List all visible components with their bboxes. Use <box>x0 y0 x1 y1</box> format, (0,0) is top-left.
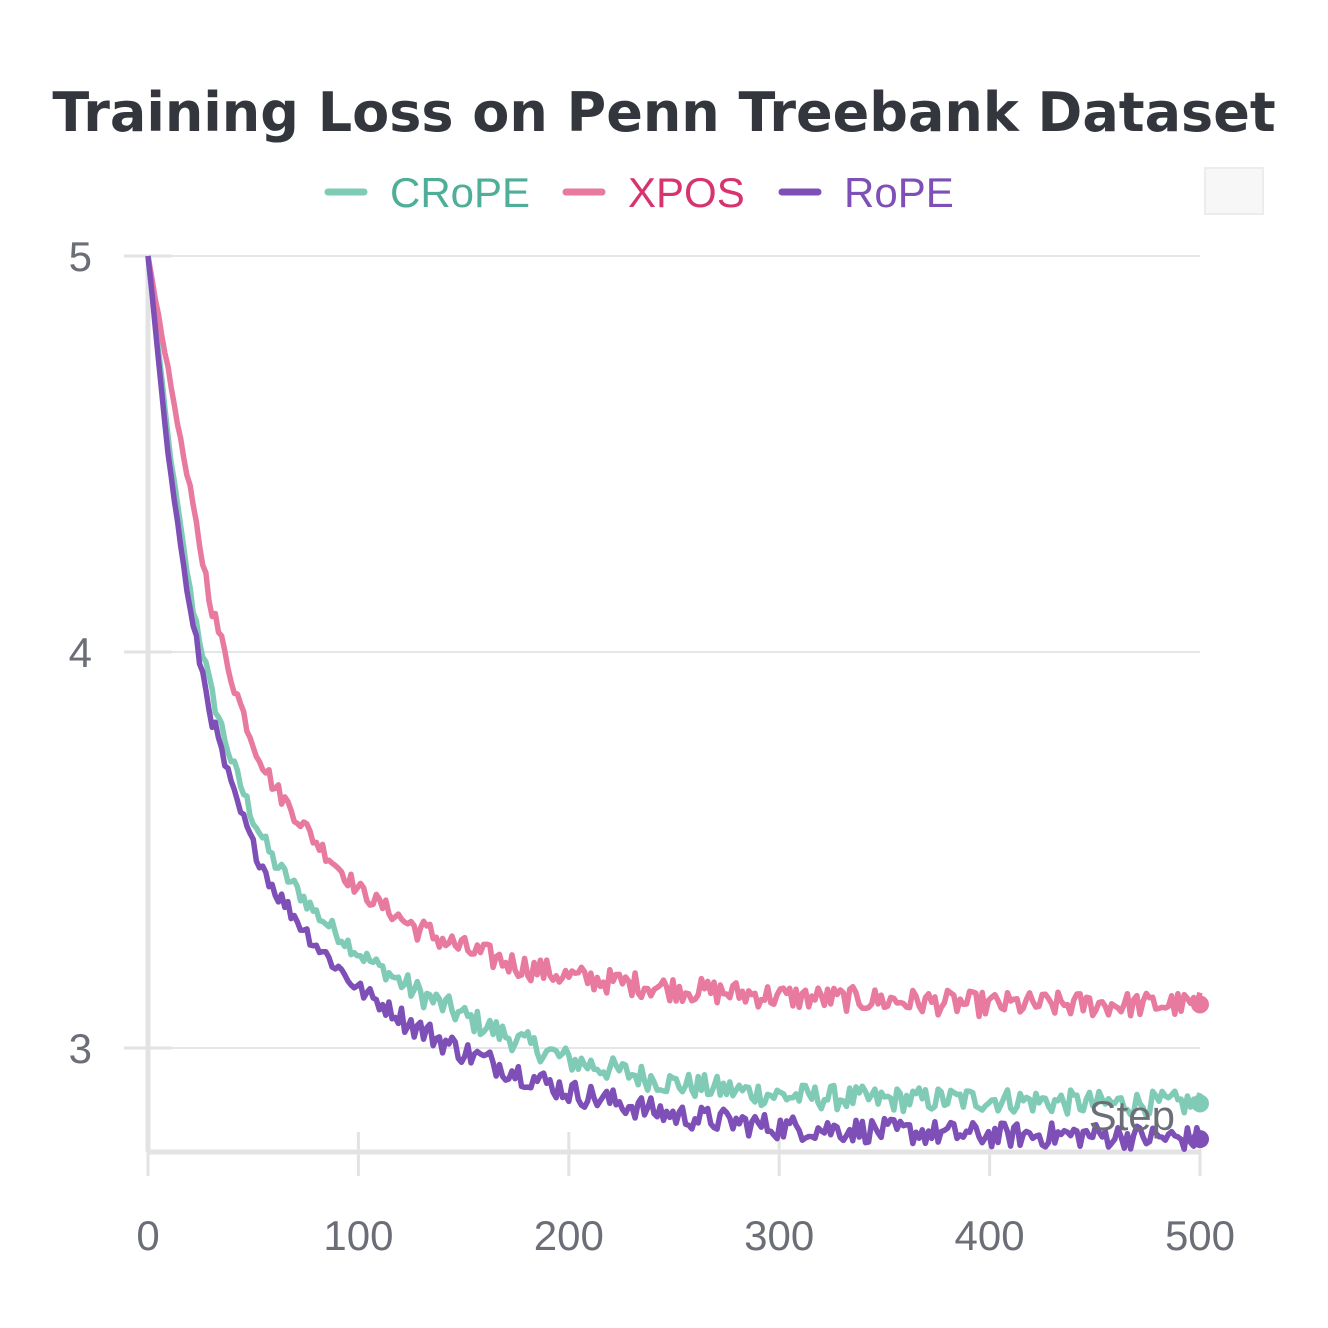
y-tick-label-3: 3 <box>69 1025 92 1072</box>
x-tick-label-100: 100 <box>323 1212 393 1259</box>
x-axis-label: Step <box>1089 1092 1175 1139</box>
x-tick-label-200: 200 <box>534 1212 604 1259</box>
x-tick-label-500: 500 <box>1165 1212 1235 1259</box>
x-tick-label-0: 0 <box>136 1212 159 1259</box>
x-tick-label-300: 300 <box>744 1212 814 1259</box>
series-endpoint-rope <box>1191 1130 1209 1149</box>
legend-label-rope: RoPE <box>844 169 954 216</box>
series-line-crope <box>145 255 1203 1119</box>
grid <box>148 255 1200 1049</box>
series-endpoint-crope <box>1191 1094 1209 1113</box>
legend-label-crope: CRoPE <box>390 169 530 216</box>
legend-scroll-box[interactable] <box>1204 167 1264 215</box>
axes <box>145 256 1200 1155</box>
legend-item-crope[interactable]: CRoPE <box>324 169 530 216</box>
series-lines <box>145 255 1209 1152</box>
series-line-rope <box>145 255 1203 1152</box>
y-tick-label-5: 5 <box>69 233 92 280</box>
y-tick-label-4: 4 <box>69 629 92 676</box>
series-endpoint-xpos <box>1191 995 1209 1014</box>
ticks: 3 4 5 0 100 200 300 400 500 <box>69 233 1235 1259</box>
legend[interactable]: CRoPE XPOS RoPE <box>324 169 954 216</box>
legend-item-xpos[interactable]: XPOS <box>562 169 745 216</box>
legend-label-xpos: XPOS <box>628 169 745 216</box>
chart-title: Training Loss on Penn Treebank Dataset <box>52 81 1275 144</box>
series-line-xpos <box>145 255 1203 1020</box>
legend-item-rope[interactable]: RoPE <box>778 169 954 216</box>
x-tick-label-400: 400 <box>955 1212 1025 1259</box>
